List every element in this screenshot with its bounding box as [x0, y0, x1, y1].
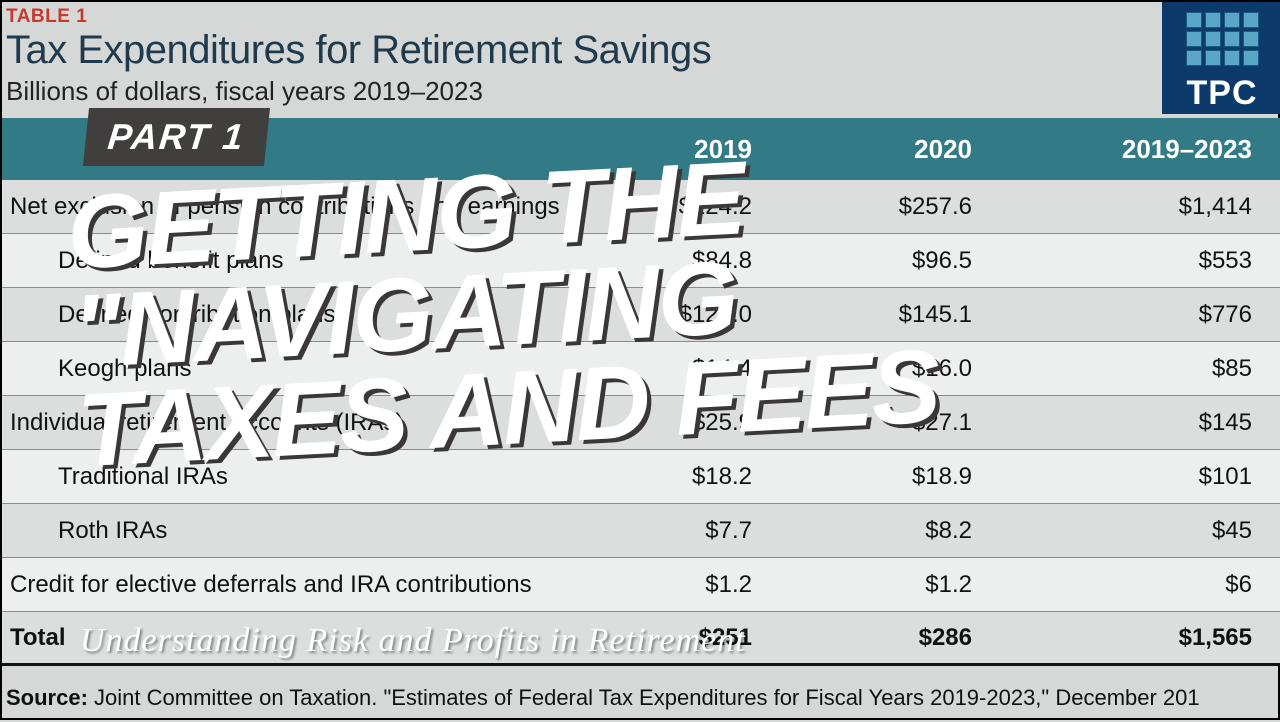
col-header-range: 2019–2023	[1002, 134, 1280, 165]
row-val-2019: $18.2	[562, 463, 782, 491]
source-citation: Source: Joint Committee on Taxation. "Es…	[6, 685, 1200, 711]
row-val-range: $101	[1002, 463, 1280, 491]
video-thumbnail[interactable]: TABLE 1 Tax Expenditures for Retirement …	[2, 2, 1280, 722]
row-label: Credit for elective deferrals and IRA co…	[2, 571, 562, 599]
row-val-2020: $18.9	[782, 463, 1002, 491]
table-row: Roth IRAs$7.7$8.2$45	[2, 504, 1280, 558]
row-val-2019: $1.2	[562, 571, 782, 599]
table-subtitle: Billions of dollars, fiscal years 2019–2…	[6, 76, 483, 107]
total-2020: $286	[782, 624, 1002, 652]
row-val-range: $85	[1002, 355, 1280, 383]
overlay-part-badge: PART 1	[83, 108, 270, 166]
row-val-2020: $8.2	[782, 517, 1002, 545]
source-text: Joint Committee on Taxation. "Estimates …	[88, 685, 1200, 710]
tpc-logo: TPC	[1162, 2, 1280, 114]
logo-text: TPC	[1187, 74, 1258, 113]
row-val-range: $6	[1002, 571, 1280, 599]
table-title: Tax Expenditures for Retirement Savings	[6, 28, 711, 73]
row-val-2019: $7.7	[562, 517, 782, 545]
row-val-range: $145	[1002, 409, 1280, 437]
row-label: Roth IRAs	[2, 517, 562, 545]
row-val-range: $553	[1002, 247, 1280, 275]
overlay-tagline: Understanding Risk and Profits in Retire…	[80, 622, 746, 660]
row-val-range: $776	[1002, 301, 1280, 329]
row-val-range: $1,414	[1002, 193, 1280, 221]
source-prefix: Source:	[6, 685, 88, 710]
total-range: $1,565	[1002, 624, 1280, 652]
table-row: Credit for elective deferrals and IRA co…	[2, 558, 1280, 612]
row-val-2020: $1.2	[782, 571, 1002, 599]
table-number-label: TABLE 1	[6, 6, 87, 28]
row-val-range: $45	[1002, 517, 1280, 545]
logo-grid-icon	[1186, 12, 1259, 66]
overlay-headline: GETTING THE "NAVIGATING TAXES AND FEES	[65, 140, 941, 481]
